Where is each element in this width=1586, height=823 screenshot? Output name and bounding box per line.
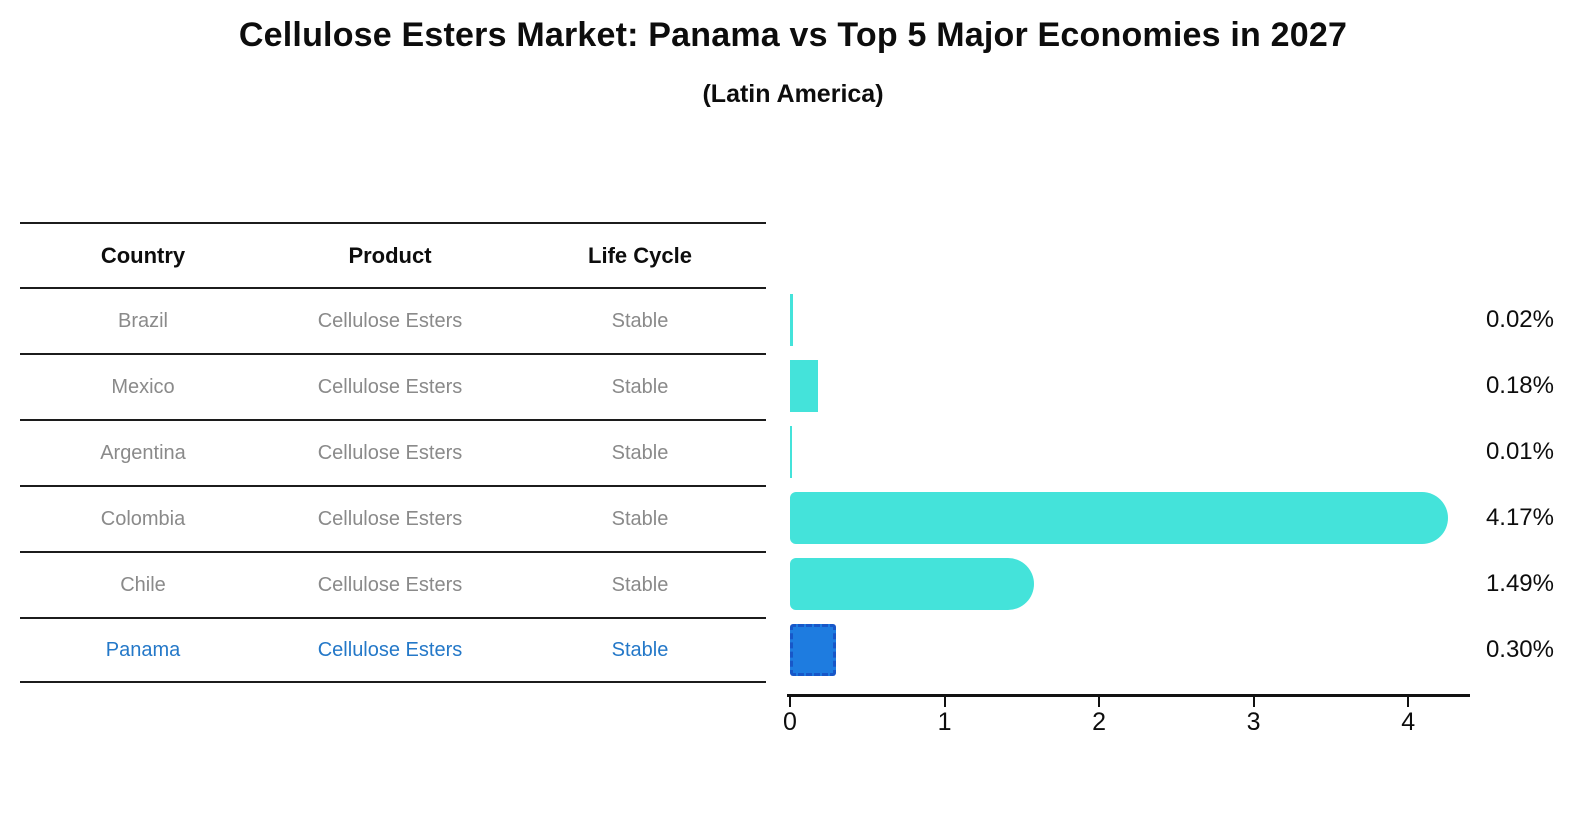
x-tick	[1407, 697, 1410, 707]
value-label: 0.18%	[1485, 372, 1554, 399]
value-label: 0.02%	[1485, 306, 1554, 333]
x-tick-label: 4	[1401, 708, 1416, 736]
value-label: 1.49%	[1485, 570, 1554, 597]
cell-lifecycle: Stable	[611, 441, 669, 464]
x-tick-label: 2	[1092, 708, 1107, 736]
table-row: Chile Cellulose Esters Stable	[20, 551, 766, 617]
cell-product: Cellulose Esters	[317, 638, 463, 661]
table-header-row: Country Product Life Cycle	[20, 222, 766, 287]
cell-lifecycle: Stable	[611, 375, 669, 398]
value-label: 0.30%	[1485, 636, 1554, 663]
x-tick-label: 1	[937, 708, 952, 736]
x-tick-label: 3	[1246, 708, 1261, 736]
cell-lifecycle: Stable	[611, 573, 669, 596]
x-tick-label: 0	[783, 708, 797, 736]
x-axis-line	[787, 694, 1470, 697]
column-header-lifecycle: Life Cycle	[588, 242, 692, 268]
x-tick	[789, 697, 791, 707]
chart-title: Cellulose Esters Market: Panama vs Top 5…	[238, 16, 1348, 54]
x-tick	[943, 697, 946, 707]
table-row: Panama Cellulose Esters Stable	[20, 617, 766, 683]
cell-country: Panama	[105, 638, 181, 661]
cell-country: Colombia	[100, 507, 186, 530]
bar-colombia	[790, 492, 1448, 544]
cell-lifecycle: Stable	[611, 309, 669, 332]
column-header-product: Product	[348, 242, 432, 268]
column-header-country: Country	[100, 242, 186, 268]
cell-product: Cellulose Esters	[317, 573, 463, 596]
cell-product: Cellulose Esters	[317, 507, 463, 530]
cell-country: Argentina	[100, 441, 186, 464]
table-row: Mexico Cellulose Esters Stable	[20, 353, 766, 419]
cell-product: Cellulose Esters	[317, 309, 463, 332]
table-row: Colombia Cellulose Esters Stable	[20, 485, 766, 551]
bar-chile	[790, 558, 1034, 610]
table-row: Brazil Cellulose Esters Stable	[20, 287, 766, 353]
cell-lifecycle: Stable	[611, 638, 669, 661]
value-label: 0.01%	[1485, 438, 1554, 465]
chart-subtitle: (Latin America)	[702, 80, 884, 108]
bar-panama	[790, 624, 836, 676]
cell-lifecycle: Stable	[611, 507, 669, 530]
bar-mexico	[790, 360, 818, 412]
data-table: Country Product Life Cycle Brazil Cellul…	[20, 222, 766, 683]
table-row: Argentina Cellulose Esters Stable	[20, 419, 766, 485]
cell-product: Cellulose Esters	[317, 375, 463, 398]
bar-argentina	[790, 426, 792, 478]
value-label: 4.17%	[1485, 504, 1554, 531]
cell-product: Cellulose Esters	[317, 441, 463, 464]
bar-brazil	[790, 294, 793, 346]
cell-country: Brazil	[117, 309, 168, 332]
cell-country: Chile	[120, 573, 166, 596]
cell-country: Mexico	[111, 375, 175, 398]
x-tick	[1252, 697, 1255, 707]
x-tick	[1098, 697, 1101, 707]
